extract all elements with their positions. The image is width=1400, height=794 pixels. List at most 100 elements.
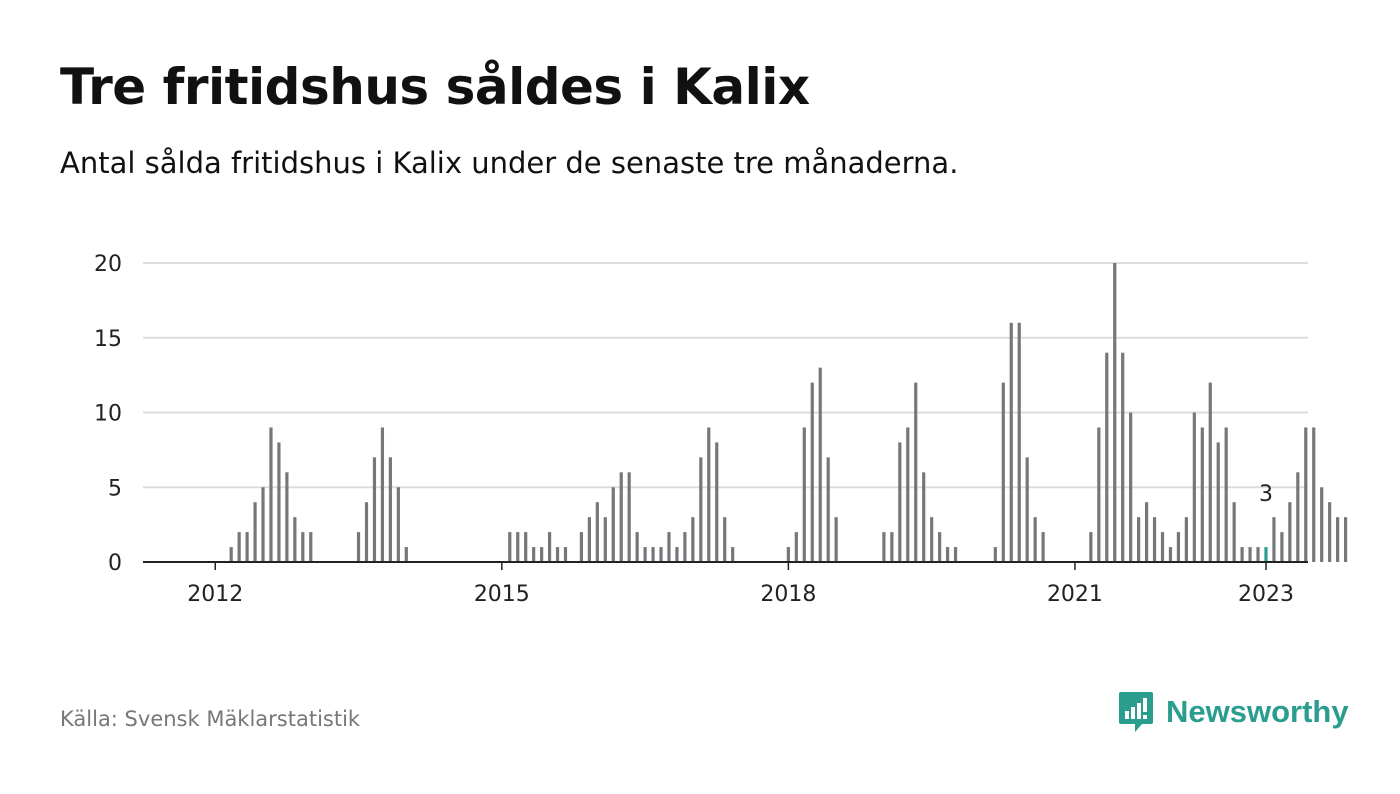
bar <box>1176 532 1181 562</box>
bar <box>635 532 639 562</box>
bar <box>1025 457 1029 562</box>
bar <box>818 367 822 562</box>
bar <box>285 472 289 562</box>
bar <box>540 547 544 562</box>
chart-title: Tre fritidshus såldes i Kalix <box>60 58 810 116</box>
bar <box>1224 427 1228 562</box>
bar <box>707 427 711 562</box>
source-note: Källa: Svensk Mäklarstatistik <box>60 707 361 731</box>
bar <box>547 532 552 562</box>
bar <box>1288 502 1292 562</box>
bar <box>611 487 615 562</box>
bar <box>1168 547 1173 562</box>
bar <box>1304 427 1308 562</box>
bar <box>1312 427 1316 562</box>
bar <box>1129 412 1133 562</box>
bar <box>786 547 790 562</box>
bar <box>269 427 273 562</box>
bar <box>1336 517 1340 562</box>
bar <box>595 502 599 562</box>
bar <box>953 547 958 562</box>
highlight-bar <box>1264 547 1268 562</box>
bar <box>587 517 591 562</box>
bar <box>938 532 942 562</box>
bar <box>603 517 607 562</box>
bar <box>1137 517 1141 562</box>
bar <box>699 457 703 562</box>
bar <box>1232 502 1236 562</box>
bar <box>1041 532 1045 562</box>
x-tick-label: 2018 <box>760 582 816 607</box>
bar <box>906 427 910 562</box>
x-tick-label: 2023 <box>1238 582 1294 607</box>
bar <box>301 532 305 562</box>
bar <box>794 532 798 562</box>
bar <box>237 532 241 562</box>
bar <box>293 517 297 562</box>
bar <box>683 532 687 562</box>
bar <box>261 487 265 562</box>
bar <box>667 532 671 562</box>
bar <box>1272 517 1276 562</box>
bar <box>1017 322 1021 562</box>
bar <box>524 532 528 562</box>
bar <box>1240 547 1244 562</box>
bar <box>1208 382 1212 562</box>
y-tick-label: 15 <box>94 327 122 352</box>
y-tick-label: 0 <box>108 551 122 576</box>
bar <box>651 547 655 562</box>
bar <box>579 532 584 562</box>
bar <box>563 547 568 562</box>
bar <box>516 532 520 562</box>
bar <box>1009 322 1013 562</box>
bar <box>1256 547 1260 562</box>
bar <box>364 502 369 562</box>
newsworthy-logo[interactable]: Newsworthy <box>1118 690 1349 734</box>
newsworthy-logo-icon <box>1119 692 1153 732</box>
bar <box>253 502 257 562</box>
bar <box>356 532 361 562</box>
x-tick-label: 2012 <box>187 582 243 607</box>
bar <box>691 517 695 562</box>
bar <box>1121 352 1125 562</box>
bar <box>1105 352 1109 562</box>
bar <box>731 547 735 562</box>
bar <box>802 427 806 562</box>
bar <box>882 532 886 562</box>
highlight-value-label: 3 <box>1259 482 1273 507</box>
bar <box>1280 532 1284 562</box>
bar <box>1097 427 1101 562</box>
bar <box>723 517 727 562</box>
x-tick-label: 2015 <box>474 582 530 607</box>
bar <box>277 442 281 562</box>
bar <box>810 382 814 562</box>
bar <box>1001 382 1005 562</box>
bar <box>372 457 377 562</box>
bar <box>659 547 663 562</box>
bar <box>675 547 679 562</box>
brand-name: Newsworthy <box>1166 694 1349 729</box>
x-tick-label: 2021 <box>1047 582 1103 607</box>
bar <box>404 547 408 562</box>
bar <box>643 547 647 562</box>
bar <box>898 442 902 562</box>
bar <box>922 472 926 562</box>
y-tick-label: 10 <box>94 402 122 427</box>
bar <box>1200 427 1204 562</box>
bar <box>914 382 918 562</box>
bar <box>555 547 560 562</box>
bar <box>1152 517 1157 562</box>
bar <box>1216 442 1220 562</box>
y-tick-label: 5 <box>108 476 122 501</box>
bar <box>1320 487 1324 562</box>
bar <box>945 547 950 562</box>
chart-subtitle: Antal sålda fritidshus i Kalix under de … <box>60 146 959 180</box>
bar <box>1192 412 1196 562</box>
bar <box>309 532 313 562</box>
bar <box>245 532 249 562</box>
bar <box>388 457 392 562</box>
bar <box>380 427 385 562</box>
bar-chart: 0 5 10 15 20 2012 2015 2018 2021 2023 3 <box>94 252 1348 607</box>
bar <box>1113 263 1117 562</box>
bar <box>508 532 512 562</box>
